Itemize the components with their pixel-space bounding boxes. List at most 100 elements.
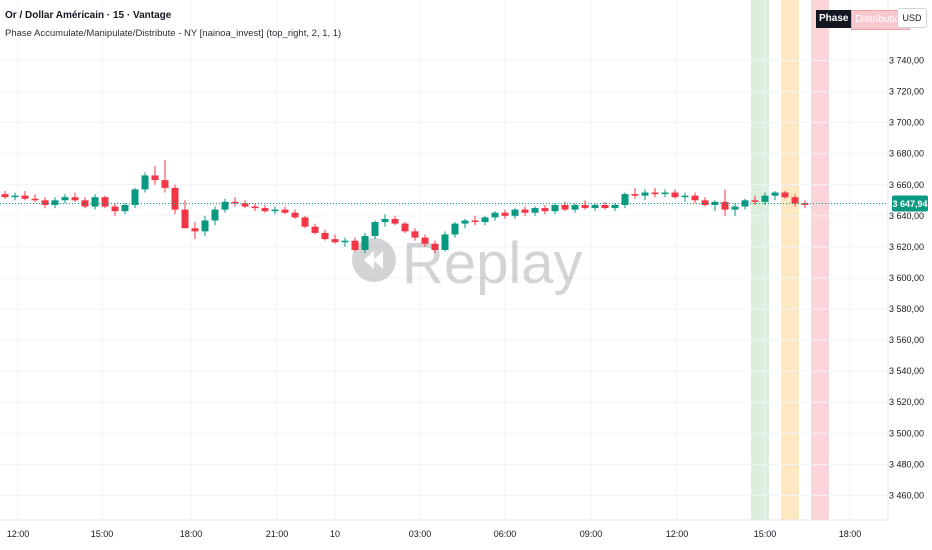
candle-body	[401, 223, 409, 232]
candle-body	[781, 192, 789, 198]
candle-body	[621, 194, 629, 205]
candle-body	[661, 192, 669, 195]
candle-body	[151, 175, 159, 181]
candle-body	[471, 220, 479, 223]
candle-body	[281, 209, 289, 213]
price-tick-label: 3 480,00	[889, 459, 924, 469]
price-tick-label: 3 520,00	[889, 397, 924, 407]
candle-body	[61, 197, 69, 201]
price-tick-label: 3 460,00	[889, 490, 924, 500]
candle-body	[651, 192, 659, 195]
candle-body	[261, 208, 269, 212]
time-tick-label: 15:00	[91, 529, 114, 539]
candle-body	[111, 206, 119, 212]
candle-body	[421, 237, 429, 244]
candle-body	[161, 180, 169, 188]
time-tick-label: 18:00	[180, 529, 203, 539]
time-tick-label: 03:00	[409, 529, 432, 539]
phase-label: Phase	[816, 10, 852, 28]
candle-body	[521, 209, 529, 213]
candle-body	[451, 223, 459, 235]
time-axis[interactable]: 12:00 15:00 18:00 21:00 10 03:00 06:00 09:00 12:…	[7, 529, 862, 539]
phase-table: Phase Distribution	[816, 10, 910, 30]
last-price-label: 3 647,94	[892, 195, 928, 212]
phase-value: Distribution	[851, 10, 910, 30]
candle-body	[441, 234, 449, 251]
candle-body	[511, 209, 519, 216]
rewind-glyph-1	[364, 251, 374, 269]
candle-body	[731, 206, 739, 210]
phase-band-manipulate	[781, 0, 799, 520]
candle-body	[561, 204, 569, 210]
time-tick-label: 12:00	[7, 529, 30, 539]
candle-body	[791, 197, 799, 204]
candle-body	[171, 187, 179, 210]
candle-body	[581, 204, 589, 209]
candle-body	[431, 243, 439, 251]
phase-band-distribute	[811, 0, 829, 520]
candle-body	[591, 204, 599, 209]
price-tick-label: 3 660,00	[889, 180, 924, 190]
candle-body	[251, 206, 259, 209]
candle-body	[311, 226, 319, 233]
currency-button[interactable]: USD	[897, 8, 927, 28]
candle-body	[131, 189, 139, 205]
candle-body	[1, 194, 9, 198]
time-tick-label: 09:00	[580, 529, 603, 539]
candle-body	[331, 239, 339, 243]
price-tick-label: 3 600,00	[889, 273, 924, 283]
indicator-legend[interactable]: Phase Accumulate/Manipulate/Distribute -…	[5, 28, 342, 39]
candle-body	[51, 200, 59, 205]
candle-body	[231, 201, 239, 204]
candle-body	[181, 209, 189, 229]
candle-body	[291, 212, 299, 218]
candle-body	[481, 217, 489, 223]
price-tick-label: 3 540,00	[889, 366, 924, 376]
candle-body	[751, 200, 759, 202]
candle-body	[91, 197, 99, 207]
candle-body	[341, 240, 349, 243]
time-tick-label: 15:00	[754, 529, 777, 539]
phase-bands	[751, 0, 829, 520]
candle-body	[571, 204, 579, 210]
candle-body	[601, 204, 609, 209]
price-tick-label: 3 500,00	[889, 428, 924, 438]
price-tick-label: 3 620,00	[889, 242, 924, 252]
time-tick-label: 21:00	[266, 529, 289, 539]
candle-body	[501, 212, 509, 216]
time-tick-label: 18:00	[839, 529, 862, 539]
candle-body	[141, 175, 149, 190]
candle-body	[121, 204, 129, 212]
price-tick-label: 3 640,00	[889, 211, 924, 221]
candle-body	[761, 195, 769, 202]
candle-body	[641, 192, 649, 196]
candle-body	[721, 201, 729, 210]
candle-body	[221, 201, 229, 210]
candle-body	[541, 208, 549, 212]
candle-body	[101, 197, 109, 207]
candle-body	[301, 217, 309, 227]
candle-body	[411, 231, 419, 238]
candle-body	[701, 200, 709, 205]
symbol-title[interactable]: Or / Dollar Américain · 15 · Vantage	[5, 10, 172, 21]
candle-body	[31, 198, 39, 201]
candle-body	[361, 236, 369, 251]
candle-body	[11, 195, 19, 198]
price-tick-label: 3 680,00	[889, 149, 924, 159]
candle-body	[41, 200, 49, 205]
rewind-glyph-2	[373, 251, 383, 269]
candle-body	[321, 232, 329, 240]
candle-body	[191, 228, 199, 232]
price-tick-label: 3 740,00	[889, 56, 924, 66]
candle-body	[21, 195, 29, 199]
candle-body	[71, 197, 79, 201]
candle-body	[391, 218, 399, 224]
candle-body	[201, 220, 209, 232]
price-axis[interactable]: 3 460,00 3 480,00 3 500,00 3 520,00 3 540,00…	[889, 56, 924, 501]
price-tick-label: 3 700,00	[889, 118, 924, 128]
time-tick-label: 10	[330, 529, 340, 539]
time-tick-label: 12:00	[666, 529, 689, 539]
candle-body	[771, 192, 779, 196]
candle-body	[491, 212, 499, 218]
